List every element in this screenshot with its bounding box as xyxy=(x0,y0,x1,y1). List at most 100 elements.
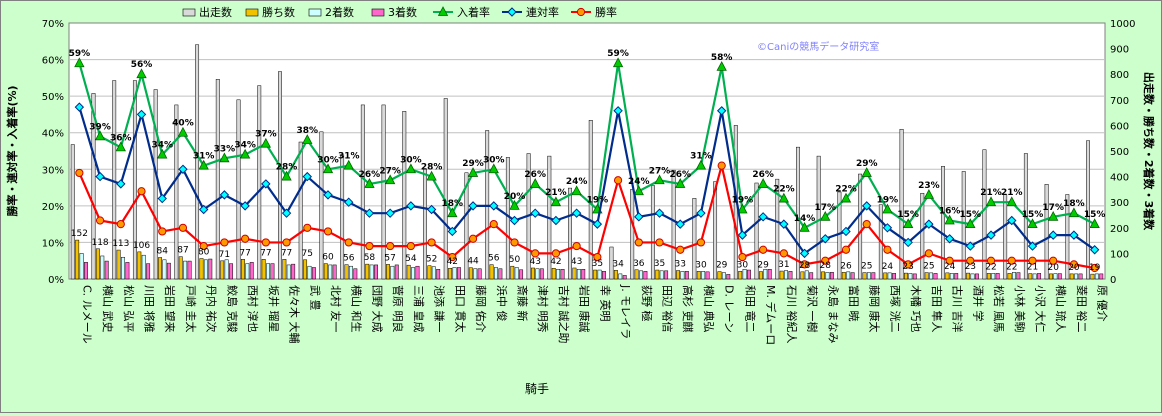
bar-勝ち数 xyxy=(220,260,225,280)
data-label-percent: 36% xyxy=(110,133,132,143)
bar-3着数 xyxy=(1078,273,1083,280)
data-label-count: 28 xyxy=(820,261,832,271)
bar-出走数 xyxy=(215,79,220,280)
marker-勝率 xyxy=(510,238,519,247)
marker-勝率 xyxy=(551,249,561,258)
bar-2着数 xyxy=(245,263,250,280)
bar-勝ち数 xyxy=(427,265,432,280)
bar-勝ち数 xyxy=(468,267,473,280)
marker-入着率 xyxy=(426,170,437,181)
bar-3着数 xyxy=(871,272,876,280)
data-label-percent: 30% xyxy=(400,155,422,165)
marker-勝率 xyxy=(800,260,809,269)
bar-3着数 xyxy=(436,269,441,280)
marker-勝率 xyxy=(613,176,623,185)
x-tick-label: 津村 明秀 xyxy=(536,285,550,333)
marker-勝率 xyxy=(862,220,871,229)
data-label-percent: 20% xyxy=(504,192,526,202)
bar-2着数 xyxy=(866,272,871,280)
bar-2着数 xyxy=(535,268,540,280)
marker-連対率 xyxy=(779,219,789,229)
data-label-count: 22 xyxy=(985,262,996,272)
marker-連対率 xyxy=(447,226,458,237)
data-label-count: 56 xyxy=(343,254,355,264)
data-label-count: 25 xyxy=(861,262,872,272)
bar-勝ち数 xyxy=(448,268,453,280)
y-left-tick-label: 40% xyxy=(42,129,64,140)
x-tick-label: 古川 吉洋 xyxy=(951,285,965,333)
x-tick-label: 永島 まなみ xyxy=(826,285,840,344)
bar-出走数 xyxy=(174,104,179,280)
marker-連対率 xyxy=(364,208,375,218)
bar-出走数 xyxy=(236,99,241,280)
bar-出走数 xyxy=(153,89,158,280)
marker-入着率 xyxy=(612,57,624,68)
marker-入着率 xyxy=(882,203,893,214)
bar-勝ち数 xyxy=(966,272,971,280)
marker-勝率 xyxy=(427,238,436,247)
x-tick-label: 高杉 吏麒 xyxy=(681,285,695,333)
bar-3着数 xyxy=(933,273,938,280)
data-label-count: 19 xyxy=(1089,263,1101,273)
legend-label: 出走数 xyxy=(199,5,232,19)
data-label-percent: 27% xyxy=(379,166,401,176)
marker-勝率 xyxy=(696,238,706,247)
bar-3着数 xyxy=(1057,273,1062,280)
marker-入着率 xyxy=(447,207,458,218)
plot-area xyxy=(68,22,1106,280)
bar-出走数 xyxy=(340,154,345,280)
bar-出走数 xyxy=(195,44,200,280)
y-left-tick-label: 60% xyxy=(42,56,64,67)
y-axis-right-title: 出走数・勝ち数・2着数・3着数 xyxy=(1142,72,1156,231)
data-label-count: 84 xyxy=(157,246,169,256)
data-label-count: 26 xyxy=(840,261,852,271)
x-tick-label: 横山 武史 xyxy=(101,285,115,333)
data-label-count: 20 xyxy=(1047,263,1059,273)
data-label-percent: 30% xyxy=(483,155,505,165)
x-tick-label: 藤岡 康太 xyxy=(868,285,882,333)
y-left-tick-label: 10% xyxy=(42,238,64,249)
bar-3着数 xyxy=(146,263,151,280)
marker-連対率 xyxy=(157,193,167,204)
bar-出走数 xyxy=(464,172,469,280)
bar-3着数 xyxy=(726,274,731,280)
legend-marker xyxy=(437,6,449,16)
bar-3着数 xyxy=(809,272,814,280)
data-label-count: 30 xyxy=(695,260,707,270)
marker-勝率 xyxy=(1049,256,1058,265)
y-right-tick-label: 800 xyxy=(1110,70,1129,81)
bar-2着数 xyxy=(1074,273,1079,280)
x-tick-label: 三浦 皇成 xyxy=(412,285,426,333)
data-label-count: 29 xyxy=(716,261,728,271)
marker-連対率 xyxy=(468,201,478,211)
data-label-count: 80 xyxy=(198,248,210,258)
bar-勝ち数 xyxy=(1049,273,1053,280)
bar-2着数 xyxy=(494,267,498,280)
bar-出走数 xyxy=(568,187,572,280)
bar-2着数 xyxy=(846,271,851,280)
bar-2着数 xyxy=(348,265,353,280)
bar-勝ち数 xyxy=(634,269,639,280)
marker-連対率 xyxy=(571,208,582,218)
bar-勝ち数 xyxy=(510,265,515,280)
bar-出走数 xyxy=(91,93,96,280)
marker-勝率 xyxy=(75,168,84,178)
data-label-count: 35 xyxy=(592,259,603,269)
bar-2着数 xyxy=(100,255,105,280)
data-label-percent: 14% xyxy=(794,214,816,224)
marker-入着率 xyxy=(260,137,272,148)
data-label-percent: 40% xyxy=(172,119,194,129)
bar-勝ち数 xyxy=(613,270,618,280)
bar-3着数 xyxy=(850,272,855,280)
bar-出走数 xyxy=(816,155,821,280)
bar-出走数 xyxy=(796,146,800,280)
x-tick-label: 小沢 大仁 xyxy=(1033,285,1047,333)
marker-勝率 xyxy=(779,249,788,258)
line-入着率 xyxy=(78,62,1096,230)
marker-勝率 xyxy=(634,238,643,247)
data-label-percent: 26% xyxy=(524,170,546,180)
x-tick-label: 原 優介 xyxy=(1096,285,1109,322)
bar-出走数 xyxy=(423,168,427,280)
x-tick-label: 丹内 祐次 xyxy=(205,285,219,333)
marker-連対率 xyxy=(74,102,85,112)
